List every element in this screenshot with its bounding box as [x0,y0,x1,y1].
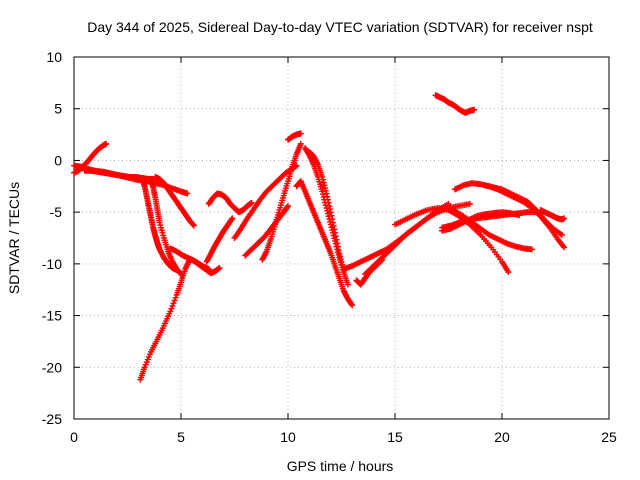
chart-title: Day 344 of 2025, Sidereal Day-to-day VTE… [87,19,593,35]
y-tick-label: -15 [42,308,62,324]
y-tick-label: 10 [46,49,62,65]
x-tick-label: 25 [601,429,617,445]
y-tick-label: -5 [50,204,63,220]
x-tick-label: 5 [177,429,185,445]
y-tick-label: 0 [54,152,62,168]
x-tick-label: 10 [280,429,296,445]
x-tick-label: 15 [387,429,403,445]
x-axis-label: GPS time / hours [287,458,394,474]
y-tick-label: -25 [42,411,62,427]
y-axis-label: SDTVAR / TECUs [6,182,22,294]
x-tick-label: 20 [494,429,510,445]
data-points [71,92,567,382]
y-tick-label: 5 [54,101,62,117]
x-tick-label: 0 [70,429,78,445]
y-tick-label: -10 [42,256,62,272]
sdtvar-chart: Day 344 of 2025, Sidereal Day-to-day VTE… [0,0,640,480]
y-tick-label: -20 [42,359,62,375]
